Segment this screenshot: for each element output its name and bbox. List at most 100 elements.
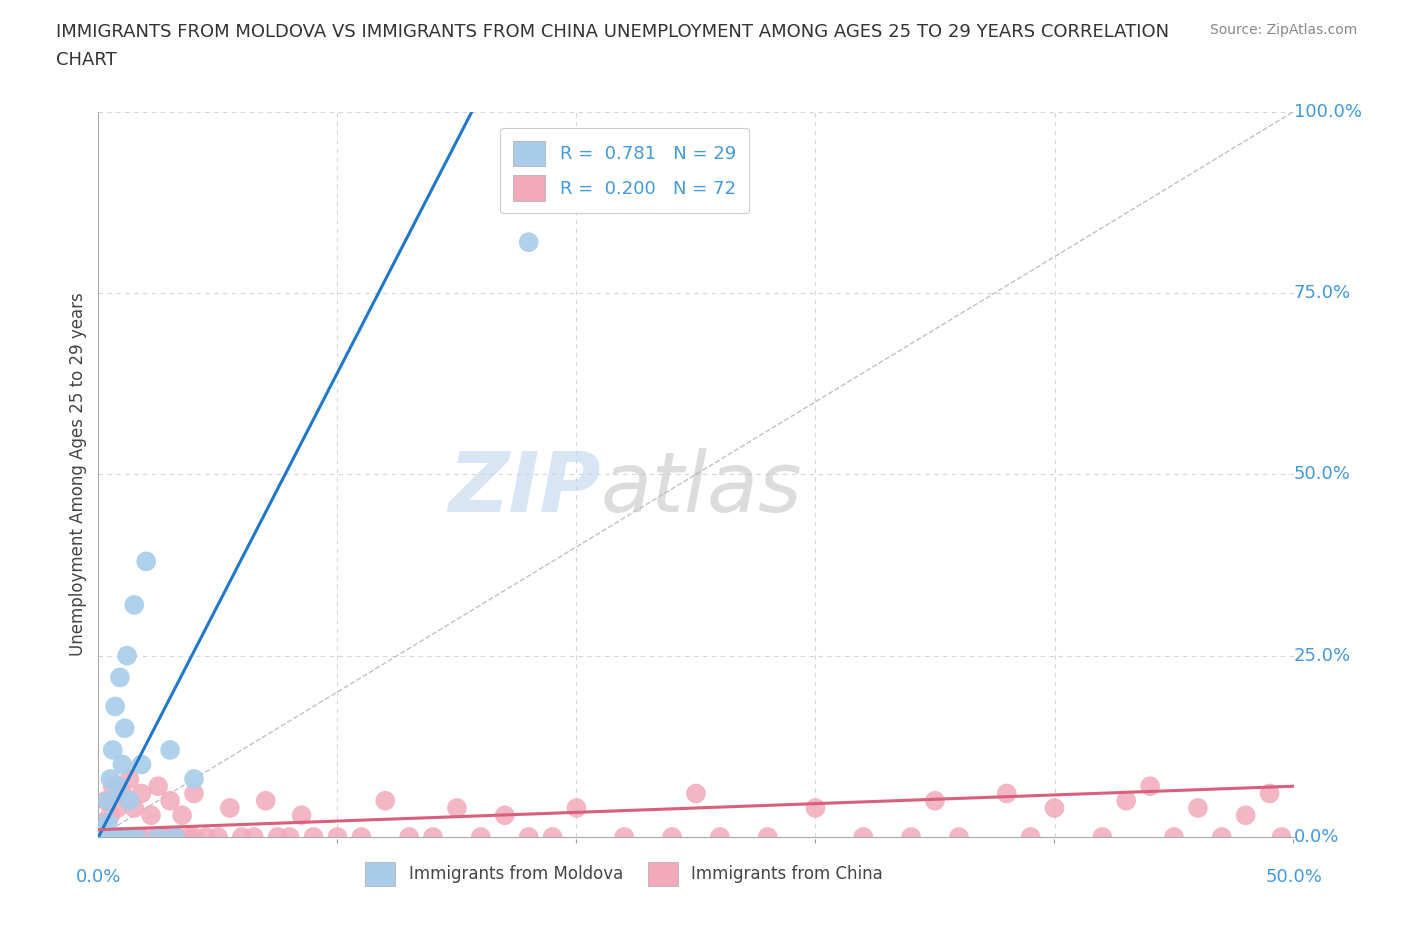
Point xyxy=(756,830,779,844)
Point xyxy=(90,815,112,830)
Point xyxy=(90,830,112,844)
Point xyxy=(115,830,138,844)
Point xyxy=(148,778,170,793)
Point xyxy=(115,830,138,844)
Text: 75.0%: 75.0% xyxy=(1294,284,1351,302)
Point xyxy=(118,772,141,787)
Point xyxy=(1234,808,1257,823)
Point xyxy=(1139,778,1161,793)
Point xyxy=(183,830,205,844)
Point xyxy=(1163,830,1185,844)
Point xyxy=(124,801,146,816)
Point xyxy=(101,742,124,757)
Point xyxy=(470,830,492,844)
Point xyxy=(166,830,188,844)
Point xyxy=(302,830,325,844)
Point xyxy=(108,830,131,844)
Text: CHART: CHART xyxy=(56,51,117,69)
Point xyxy=(613,830,636,844)
Point xyxy=(219,801,242,816)
Point xyxy=(148,830,170,844)
Point xyxy=(111,757,134,772)
Point xyxy=(97,830,120,844)
Point xyxy=(924,793,946,808)
Point xyxy=(398,830,420,844)
Point xyxy=(124,597,146,612)
Point xyxy=(948,830,970,844)
Point xyxy=(326,830,349,844)
Point xyxy=(104,699,127,714)
Point xyxy=(254,793,277,808)
Point xyxy=(108,670,131,684)
Point xyxy=(94,830,117,844)
Point xyxy=(291,808,314,823)
Point xyxy=(108,830,131,844)
Point xyxy=(422,830,444,844)
Text: ZIP: ZIP xyxy=(447,448,600,529)
Point xyxy=(97,793,120,808)
Point xyxy=(98,830,122,844)
Point xyxy=(1043,801,1066,816)
Point xyxy=(98,772,122,787)
Point xyxy=(494,808,516,823)
Point xyxy=(1271,830,1294,844)
Point xyxy=(995,786,1018,801)
Point xyxy=(183,786,205,801)
Point xyxy=(139,808,162,823)
Point xyxy=(114,721,136,736)
Point xyxy=(91,830,114,844)
Text: 50.0%: 50.0% xyxy=(1265,868,1322,885)
Text: 0.0%: 0.0% xyxy=(76,868,121,885)
Point xyxy=(115,648,138,663)
Point xyxy=(111,786,134,801)
Point xyxy=(565,801,588,816)
Text: 25.0%: 25.0% xyxy=(1294,646,1351,665)
Point xyxy=(94,793,117,808)
Point xyxy=(135,830,157,844)
Point xyxy=(195,830,218,844)
Point xyxy=(98,808,122,823)
Point xyxy=(278,830,301,844)
Point xyxy=(131,786,153,801)
Point xyxy=(111,830,134,844)
Point xyxy=(231,830,253,844)
Text: Source: ZipAtlas.com: Source: ZipAtlas.com xyxy=(1209,23,1357,37)
Point xyxy=(207,830,229,844)
Point xyxy=(267,830,290,844)
Point xyxy=(91,822,114,837)
Point xyxy=(131,757,153,772)
Point xyxy=(118,793,141,808)
Point xyxy=(124,830,146,844)
Point xyxy=(350,830,373,844)
Point xyxy=(159,830,181,844)
Point xyxy=(541,830,564,844)
Point xyxy=(172,808,194,823)
Point xyxy=(900,830,922,844)
Text: 50.0%: 50.0% xyxy=(1294,465,1350,484)
Point xyxy=(1091,830,1114,844)
Point xyxy=(97,815,120,830)
Point xyxy=(135,554,157,569)
Point xyxy=(1187,801,1209,816)
Point xyxy=(159,793,181,808)
Point xyxy=(446,801,468,816)
Point xyxy=(101,778,124,793)
Point xyxy=(1019,830,1042,844)
Point xyxy=(661,830,683,844)
Legend: Immigrants from Moldova, Immigrants from China: Immigrants from Moldova, Immigrants from… xyxy=(357,854,891,894)
Point xyxy=(148,830,170,844)
Point xyxy=(517,234,540,249)
Point xyxy=(852,830,875,844)
Text: 0.0%: 0.0% xyxy=(1294,828,1339,846)
Text: atlas: atlas xyxy=(600,448,801,529)
Point xyxy=(179,830,201,844)
Point xyxy=(243,830,266,844)
Point xyxy=(107,778,129,793)
Point xyxy=(111,830,134,844)
Text: 100.0%: 100.0% xyxy=(1294,102,1361,121)
Point xyxy=(1211,830,1233,844)
Point xyxy=(1258,786,1281,801)
Point xyxy=(107,801,129,816)
Point xyxy=(159,742,181,757)
Point xyxy=(104,830,127,844)
